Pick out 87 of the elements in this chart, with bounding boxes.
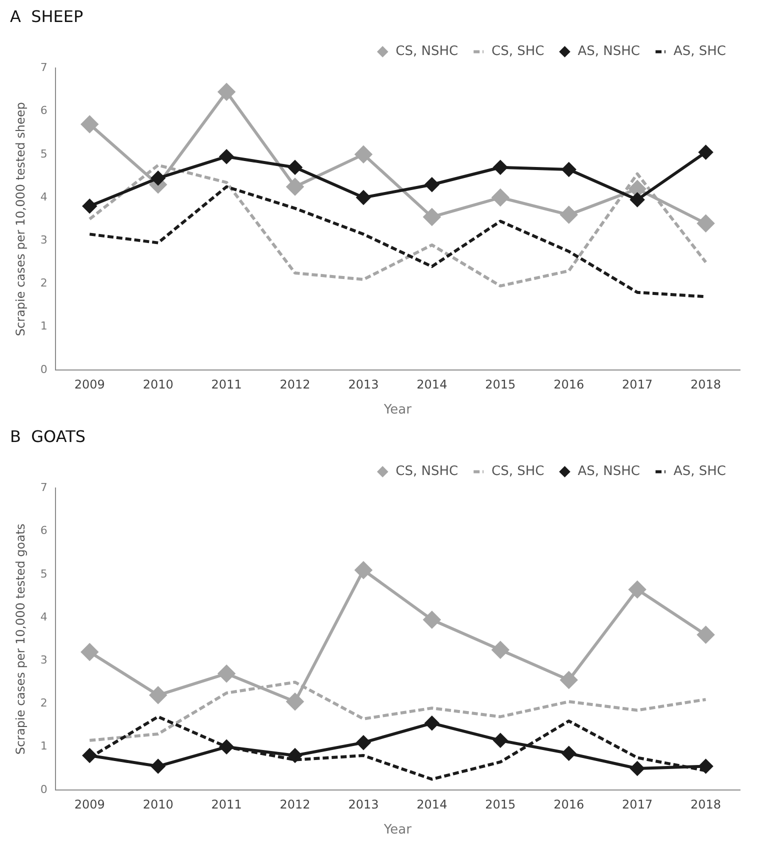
point — [81, 116, 98, 133]
y-tick-label: 5 — [40, 147, 48, 160]
legend-label: CS, SHC — [492, 44, 544, 60]
x-tick-label: 2017 — [622, 377, 653, 392]
point — [423, 611, 440, 628]
x-tick-label: 2009 — [74, 797, 105, 812]
x-axis-title: Year — [382, 822, 412, 838]
y-tick-label: 6 — [40, 524, 48, 538]
point — [492, 641, 509, 658]
y-tick-label: 2 — [40, 276, 48, 290]
point — [630, 192, 644, 207]
x-tick-label: 2013 — [348, 797, 379, 812]
point — [698, 759, 713, 774]
x-tick-label: 2014 — [416, 797, 448, 812]
point — [356, 736, 370, 750]
x-tick-label: 2009 — [74, 377, 105, 392]
point — [354, 562, 372, 579]
x-tick-label: 2018 — [690, 797, 722, 812]
x-tick-label: 2017 — [622, 797, 653, 812]
y-tick-label: 0 — [40, 362, 48, 376]
legend-label: AS, NSHC — [578, 44, 640, 60]
point — [150, 686, 167, 704]
y-tick-label: 4 — [40, 610, 48, 624]
point — [493, 160, 508, 174]
point — [218, 665, 236, 682]
legend-label: AS, NSHC — [578, 464, 640, 480]
y-tick-label: 7 — [40, 61, 48, 74]
y-tick-label: 4 — [40, 190, 48, 204]
x-tick-label: 2011 — [211, 797, 242, 812]
x-tick-label: 2018 — [690, 377, 722, 392]
point — [356, 190, 370, 205]
y-tick-label: 3 — [40, 654, 48, 667]
chart-title: B GOATS — [10, 426, 86, 446]
x-tick-label: 2016 — [554, 377, 584, 392]
y-tick-label: 1 — [40, 740, 48, 753]
y-tick-label: 5 — [40, 567, 48, 580]
x-tick-label: 2012 — [280, 377, 310, 392]
point — [562, 162, 576, 177]
point — [560, 672, 578, 689]
point — [82, 748, 97, 763]
point — [81, 644, 98, 661]
y-axis-title: Scrapie cases per 10,000 tested sheep — [13, 102, 28, 336]
y-tick-label: 1 — [40, 320, 48, 333]
point — [423, 208, 440, 226]
y-tick-label: 7 — [40, 481, 48, 494]
x-axis-title: Year — [382, 402, 412, 418]
point — [562, 746, 576, 760]
point — [698, 145, 713, 160]
point — [630, 761, 644, 776]
y-tick-label: 3 — [40, 234, 48, 247]
legend-label: AS, SHC — [673, 44, 726, 60]
point — [220, 150, 234, 164]
y-tick-label: 6 — [40, 104, 48, 118]
point — [560, 206, 578, 224]
x-tick-label: 2015 — [485, 377, 516, 392]
point — [354, 146, 372, 163]
point — [492, 189, 509, 206]
x-tick-label: 2011 — [211, 377, 242, 392]
point — [82, 199, 97, 214]
point — [424, 178, 439, 192]
point — [288, 748, 302, 763]
y-tick-label: 2 — [40, 696, 48, 710]
legend-label: CS, NSHC — [396, 464, 458, 480]
point — [424, 716, 439, 730]
point — [151, 171, 166, 186]
x-tick-label: 2013 — [348, 377, 379, 392]
legend-label: CS, NSHC — [396, 44, 458, 60]
x-tick-label: 2016 — [554, 797, 584, 812]
point — [151, 759, 166, 774]
legend-label: AS, SHC — [673, 464, 726, 480]
point — [697, 626, 714, 644]
point — [697, 214, 714, 232]
x-tick-label: 2010 — [142, 797, 174, 812]
x-tick-label: 2010 — [142, 377, 174, 392]
y-tick-label: 0 — [40, 782, 48, 796]
legend-label: CS, SHC — [492, 464, 544, 480]
x-tick-label: 2014 — [416, 377, 448, 392]
point — [218, 83, 236, 100]
point — [493, 733, 508, 748]
x-tick-label: 2015 — [485, 797, 516, 812]
point — [288, 160, 302, 174]
chart-title: A SHEEP — [10, 6, 84, 26]
y-axis-title: Scrapie cases per 10,000 tested goats — [13, 524, 28, 755]
point — [286, 178, 304, 196]
x-tick-label: 2012 — [280, 797, 310, 812]
point — [286, 693, 304, 710]
point — [628, 581, 646, 598]
